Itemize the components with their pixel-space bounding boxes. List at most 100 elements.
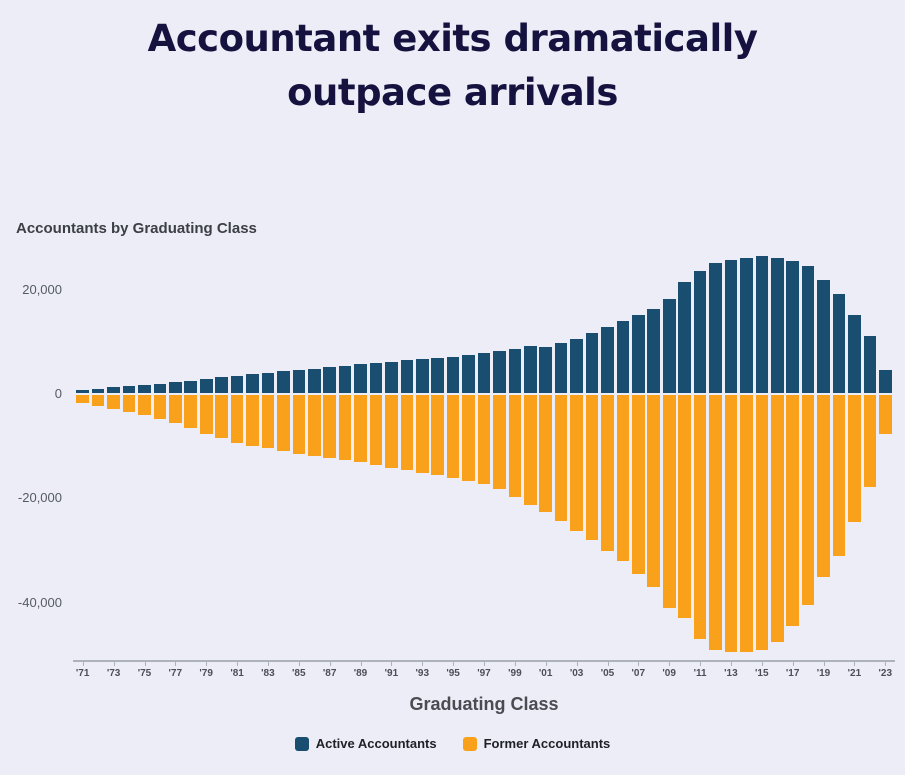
x-tick-label: '05 (600, 668, 615, 679)
bar-former (169, 395, 182, 424)
bar-former (277, 395, 290, 451)
bar-active (724, 259, 738, 394)
x-tick-label: '01 (538, 668, 553, 679)
bar-active (107, 387, 120, 393)
bar-active (508, 348, 522, 394)
bar-former (554, 395, 568, 521)
bar-former (647, 395, 661, 587)
bar-former (477, 395, 491, 485)
bar-former (323, 395, 336, 459)
bar-former (570, 395, 583, 531)
x-axis-tick (113, 662, 115, 666)
chart-title-line1: Accountant exits dramatically (147, 17, 758, 60)
bar-active (338, 365, 352, 394)
y-tick-label: 0 (54, 386, 62, 401)
bar-active (647, 308, 661, 393)
bar-active (415, 359, 429, 393)
x-axis-tick (607, 662, 609, 666)
bar-active (153, 383, 167, 393)
bar-former (446, 395, 460, 478)
bar-active (524, 346, 537, 393)
bar-former (76, 395, 90, 403)
bar-former (215, 395, 228, 439)
bar-former (786, 395, 800, 627)
bar-former (199, 395, 213, 435)
bar-former (354, 395, 367, 463)
bar-active (832, 293, 846, 393)
x-axis-tick (144, 662, 146, 666)
bar-active (570, 338, 583, 393)
bar-active (385, 361, 398, 393)
bar-former (755, 395, 769, 650)
bar-active (323, 366, 336, 393)
bar-former (662, 395, 676, 608)
legend: Active Accountants Former Accountants (0, 736, 905, 751)
bar-former (724, 395, 738, 653)
x-axis-tick (298, 662, 300, 666)
x-axis-tick (669, 662, 671, 666)
x-tick-label: '95 (446, 668, 460, 679)
bar-former (508, 395, 522, 497)
x-axis-tick (206, 662, 208, 666)
x-tick-label: '19 (816, 668, 831, 679)
bar-active (817, 280, 830, 393)
bar-active (554, 342, 568, 393)
x-axis-tick (82, 662, 84, 666)
bar-active (601, 326, 614, 393)
bar-former (462, 395, 475, 481)
bar-former (307, 395, 321, 456)
bar-former (230, 395, 244, 443)
x-tick-label: '89 (353, 668, 368, 679)
bar-former (678, 395, 691, 619)
plot-area (75, 248, 893, 660)
x-axis-tick (761, 662, 763, 666)
bar-active (354, 364, 367, 393)
x-tick-label: '73 (106, 668, 121, 679)
bar-active (616, 320, 630, 393)
bar-active (755, 255, 769, 393)
bar-former (493, 395, 506, 490)
bar-active (770, 257, 784, 393)
x-tick-label: '81 (230, 668, 244, 679)
bar-active (477, 353, 491, 393)
x-tick-label: '91 (384, 668, 399, 679)
bar-former (107, 395, 120, 409)
x-axis-title: Graduating Class (409, 694, 559, 714)
bar-active (138, 384, 151, 393)
bar-active (230, 375, 244, 394)
x-axis-tick (175, 662, 177, 666)
bar-active (585, 332, 599, 393)
x-axis-tick (545, 662, 547, 666)
x-axis-line (73, 660, 895, 662)
bar-active (632, 314, 645, 394)
bar-former (817, 395, 830, 577)
bar-former (292, 395, 306, 454)
x-tick-label: '77 (168, 668, 183, 679)
x-tick-label: '03 (569, 668, 584, 679)
x-axis-tick (422, 662, 424, 666)
bar-former (415, 395, 429, 473)
bar-active (122, 386, 136, 393)
bar-former (184, 395, 198, 429)
bar-former (740, 395, 753, 653)
bar-active (169, 382, 182, 393)
bar-former (431, 395, 445, 476)
x-tick-label: '99 (508, 668, 522, 679)
x-axis-tick (484, 662, 485, 666)
legend-swatch-active (294, 736, 309, 751)
bar-active (400, 360, 414, 393)
bar-active (261, 372, 275, 393)
x-tick-label: '75 (137, 668, 152, 679)
legend-label-former: Former Accountants (483, 736, 611, 751)
bar-former (863, 395, 877, 488)
x-axis-tick (576, 662, 578, 666)
x-axis-tick (730, 662, 732, 666)
bar-active (246, 374, 259, 393)
x-tick-label: '09 (662, 668, 676, 679)
bar-active (199, 378, 213, 393)
bar-active (539, 347, 553, 393)
x-tick-label: '13 (724, 668, 738, 679)
bar-active (91, 388, 105, 393)
bar-active (76, 389, 90, 394)
